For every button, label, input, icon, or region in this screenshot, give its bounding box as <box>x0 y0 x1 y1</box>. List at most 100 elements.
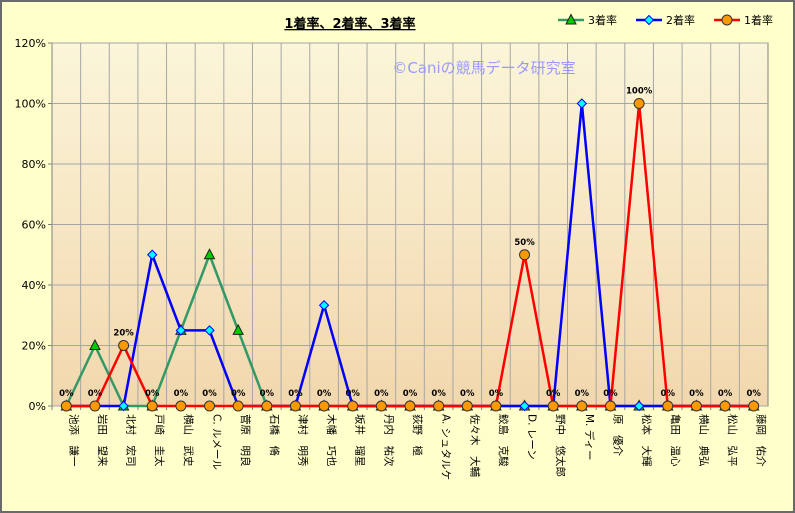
x-tick-label: A. シュタルケ <box>440 414 452 480</box>
y-tick-label: 100% <box>15 98 46 111</box>
data-label: 0% <box>317 389 332 399</box>
x-tick-label: 藤岡 佑介 <box>755 414 768 467</box>
legend-marker <box>721 14 733 26</box>
data-label: 0% <box>202 389 217 399</box>
x-tick-label: 松山 弘平 <box>726 414 739 467</box>
legend-label: 1着率 <box>744 13 773 27</box>
x-tick-label: 北村 宏司 <box>125 414 138 467</box>
data-label: 0% <box>288 389 303 399</box>
series-3-point <box>204 400 216 412</box>
x-tick-label: 木幡 巧也 <box>325 414 338 467</box>
series-3-point <box>318 400 330 412</box>
x-tick-label: 佐々木 大輔 <box>468 414 481 477</box>
series-3-point <box>547 400 559 412</box>
x-tick-label: 亀田 温心 <box>669 414 682 467</box>
legend-marker <box>643 14 655 26</box>
series-3-point <box>375 400 387 412</box>
y-tick-label: 20% <box>22 340 46 353</box>
data-label: 0% <box>575 389 590 399</box>
series-3-point <box>146 400 158 412</box>
legend-label: 2着率 <box>666 13 695 27</box>
chart-title: 1着率、2着率、3着率 <box>284 16 415 32</box>
data-label: 0% <box>88 389 103 399</box>
y-tick-label: 0% <box>29 400 46 413</box>
data-label: 0% <box>746 389 761 399</box>
series-3-point <box>633 98 645 109</box>
data-label: 100% <box>626 87 653 97</box>
data-label: 0% <box>231 389 246 399</box>
series-3-point <box>289 400 301 412</box>
series-3-point <box>690 400 702 412</box>
series-3-point <box>519 249 531 261</box>
series-3-point <box>118 340 130 351</box>
legend-marker <box>565 13 577 25</box>
data-label: 0% <box>460 389 475 399</box>
y-axis: 0% 20% 40% 60% 80% 100% 120% <box>15 37 52 413</box>
series-3-point <box>461 400 473 412</box>
x-tick-label: 原 優介 <box>611 414 624 456</box>
data-label: 20% <box>113 329 134 339</box>
x-tick-label: 坂井 瑠星 <box>354 414 367 467</box>
data-label: 0% <box>59 389 74 399</box>
series-3-point <box>604 400 616 412</box>
x-tick-label: 野中 悠太郎 <box>554 414 567 477</box>
data-label: 0% <box>145 389 160 399</box>
y-tick-label: 120% <box>15 37 46 50</box>
data-label: 0% <box>346 389 361 399</box>
series-2-point <box>175 325 187 336</box>
x-tick-label: 鮫島 克駿 <box>497 414 510 467</box>
y-tick-label: 60% <box>22 219 46 232</box>
series-2-point <box>318 300 330 311</box>
series-2-point <box>147 249 158 260</box>
legend-label: 3着率 <box>588 13 617 27</box>
y-tick-label: 40% <box>22 279 46 292</box>
data-label: 0% <box>260 389 275 399</box>
series-markers <box>60 98 760 412</box>
legend: 3着率 2着率 1着率 <box>558 13 773 27</box>
series-3-point <box>232 400 244 412</box>
x-tick-label: 戸崎 圭太 <box>153 414 166 467</box>
series-3-point <box>490 400 502 412</box>
series-1-point <box>232 323 244 335</box>
series-2-point <box>118 400 129 412</box>
x-tick-label: 横山 典弘 <box>697 414 710 467</box>
y-tick-label: 80% <box>22 158 46 171</box>
series-2-point <box>204 325 215 336</box>
series-3-point <box>347 400 359 412</box>
data-label: 0% <box>603 389 618 399</box>
x-tick-label: 池添 謙一 <box>67 414 80 467</box>
series-3-point <box>748 400 760 412</box>
x-tick-label: M. ディー <box>583 414 596 461</box>
grid-lines <box>52 42 768 407</box>
series-3-point <box>261 400 273 412</box>
series-3-point <box>175 400 187 412</box>
series-3-point <box>89 400 101 412</box>
series-3-point <box>433 400 445 412</box>
data-label: 0% <box>661 389 676 399</box>
data-label: 50% <box>514 238 535 248</box>
series-3-point <box>404 400 416 412</box>
data-label: 0% <box>174 389 189 399</box>
x-tick-label: 津村 明秀 <box>296 414 309 467</box>
data-label: 0% <box>689 389 704 399</box>
series-3-point <box>576 400 588 412</box>
x-tick-label: 石橋 脩 <box>268 414 281 456</box>
series-3-point <box>719 400 731 412</box>
data-label: 0% <box>718 389 733 399</box>
data-labels: 0% 0% 20% 0% 0% 0% 0% 0% 0% 0% 0% 0% 0% 0% 0% 0% 50% 0% 0%… <box>59 87 761 400</box>
series-2-point <box>519 400 530 412</box>
x-tick-label: C. ルメール <box>211 414 223 470</box>
series-3-point <box>662 400 674 412</box>
data-label: 0% <box>431 389 446 399</box>
x-tick-label: 岩田 望来 <box>96 414 109 467</box>
x-tick-label: 菅原 明良 <box>239 414 252 467</box>
x-tick-label: 丹内 祐次 <box>382 414 395 467</box>
x-tick-label: 横山 武史 <box>182 414 195 467</box>
x-tick-label: 荻野 極 <box>411 414 424 456</box>
data-label: 0% <box>374 389 389 399</box>
series-3-point <box>60 400 72 412</box>
series-1-point <box>89 338 101 350</box>
x-tick-label: 松本 大輝 <box>640 414 653 467</box>
series-2-point <box>633 400 645 412</box>
